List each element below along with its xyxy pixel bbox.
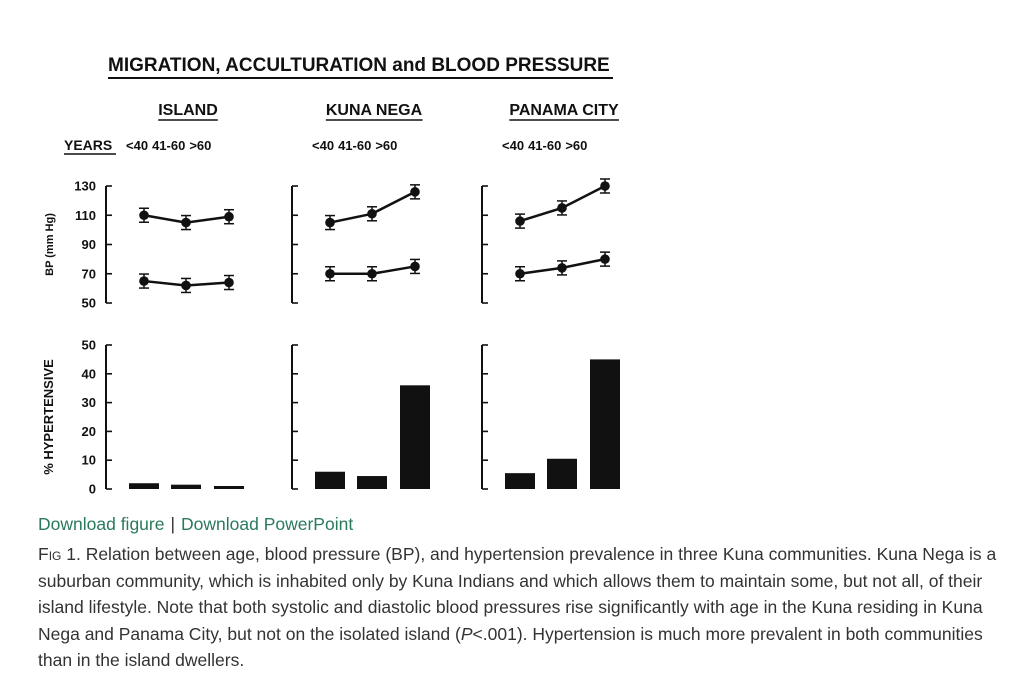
age-category-labels: <40 41-60 >60 <box>312 138 397 153</box>
age-category-label: <40 <box>126 138 148 153</box>
bp-data-point <box>181 217 191 228</box>
age-category-label: <40 <box>312 138 334 153</box>
panel-title: ISLAND <box>158 102 218 119</box>
download-figure-link[interactable]: Download figure <box>38 514 165 534</box>
bp-data-point <box>410 187 420 197</box>
download-links: Download figure | Download PowerPoint <box>38 514 353 535</box>
hypertension-bar <box>129 483 159 489</box>
bp-data-point <box>410 261 420 272</box>
hyp-tick-label: 50 <box>82 338 96 353</box>
age-category-label: 41-60 <box>152 138 185 153</box>
caption-figure-number: 1. <box>61 544 81 564</box>
bp-tick-label: 50 <box>82 296 96 311</box>
bp-data-point <box>515 268 525 279</box>
bp-tick-label: 110 <box>75 208 96 223</box>
plot-area: 130 110 90 70 50 50 40 30 20 10 0 BP (mm Hg) % HYPER… <box>41 102 620 497</box>
age-category-labels: <40 41-60 >60 <box>502 138 587 153</box>
bp-data-point <box>139 276 149 286</box>
hyp-tick-label: 10 <box>82 453 96 468</box>
age-category-label: >60 <box>375 138 397 153</box>
hypertension-bar <box>214 486 244 489</box>
figure-chart: MIGRATION, ACCULTURATION and BLOOD PRESS… <box>41 55 620 497</box>
bp-tick-label: 90 <box>82 237 96 252</box>
panel-title: PANAMA CITY <box>509 102 619 119</box>
bp-data-point <box>600 254 610 264</box>
bp-data-point <box>367 268 377 279</box>
bp-data-point <box>515 216 525 226</box>
hyp-tick-label: 40 <box>82 366 96 381</box>
bp-data-point <box>325 217 335 228</box>
bp-data-point <box>181 280 191 291</box>
hyp-tick-label: 0 <box>89 482 96 497</box>
bp-axis-label: BP (mm Hg) <box>44 213 56 276</box>
bp-data-point <box>367 208 377 219</box>
bp-tick-label: 70 <box>82 266 96 281</box>
bp-data-point <box>600 181 610 191</box>
bp-data-point <box>557 263 567 273</box>
caption-p-symbol: P <box>460 623 473 644</box>
age-category-label: <40 <box>502 138 524 153</box>
caption-text-1: Relation between age, blood pressure (BP… <box>38 544 997 644</box>
download-powerpoint-link[interactable]: Download PowerPoint <box>181 514 354 534</box>
bp-data-point <box>139 210 149 221</box>
hypertension-bar <box>547 458 577 489</box>
age-category-label: 41-60 <box>338 138 371 153</box>
caption-text-2: <.001). Hypertension is much more preval… <box>38 623 983 671</box>
hyp-axis-label: % HYPERTENSIVE <box>41 359 56 475</box>
years-label: YEARS <box>64 137 112 153</box>
figure-caption: Fig 1. Relation between age, blood press… <box>38 541 1013 674</box>
hypertension-bar <box>505 473 535 489</box>
caption-figure-label: Fig <box>38 544 62 564</box>
hypertension-bar <box>357 476 387 489</box>
hypertension-bar <box>315 471 345 489</box>
hypertension-bar <box>590 359 620 489</box>
age-category-labels: <40 41-60 >60 <box>126 138 211 153</box>
age-category-label: >60 <box>565 138 587 153</box>
link-separator: | <box>170 514 176 534</box>
panel-title: KUNA NEGA <box>326 102 423 119</box>
hyp-tick-label: 20 <box>82 424 96 439</box>
hypertension-bar <box>400 385 430 489</box>
hyp-tick-label: 30 <box>82 395 96 410</box>
figure-title: MIGRATION, ACCULTURATION and BLOOD PRESS… <box>108 55 610 76</box>
bp-data-point <box>224 277 234 288</box>
bp-data-point <box>224 211 234 222</box>
bp-data-point <box>557 203 567 213</box>
age-category-label: >60 <box>189 138 211 153</box>
bp-data-point <box>325 268 335 279</box>
hypertension-bar <box>171 484 201 489</box>
age-category-label: 41-60 <box>528 138 561 153</box>
bp-tick-label: 130 <box>74 179 96 194</box>
